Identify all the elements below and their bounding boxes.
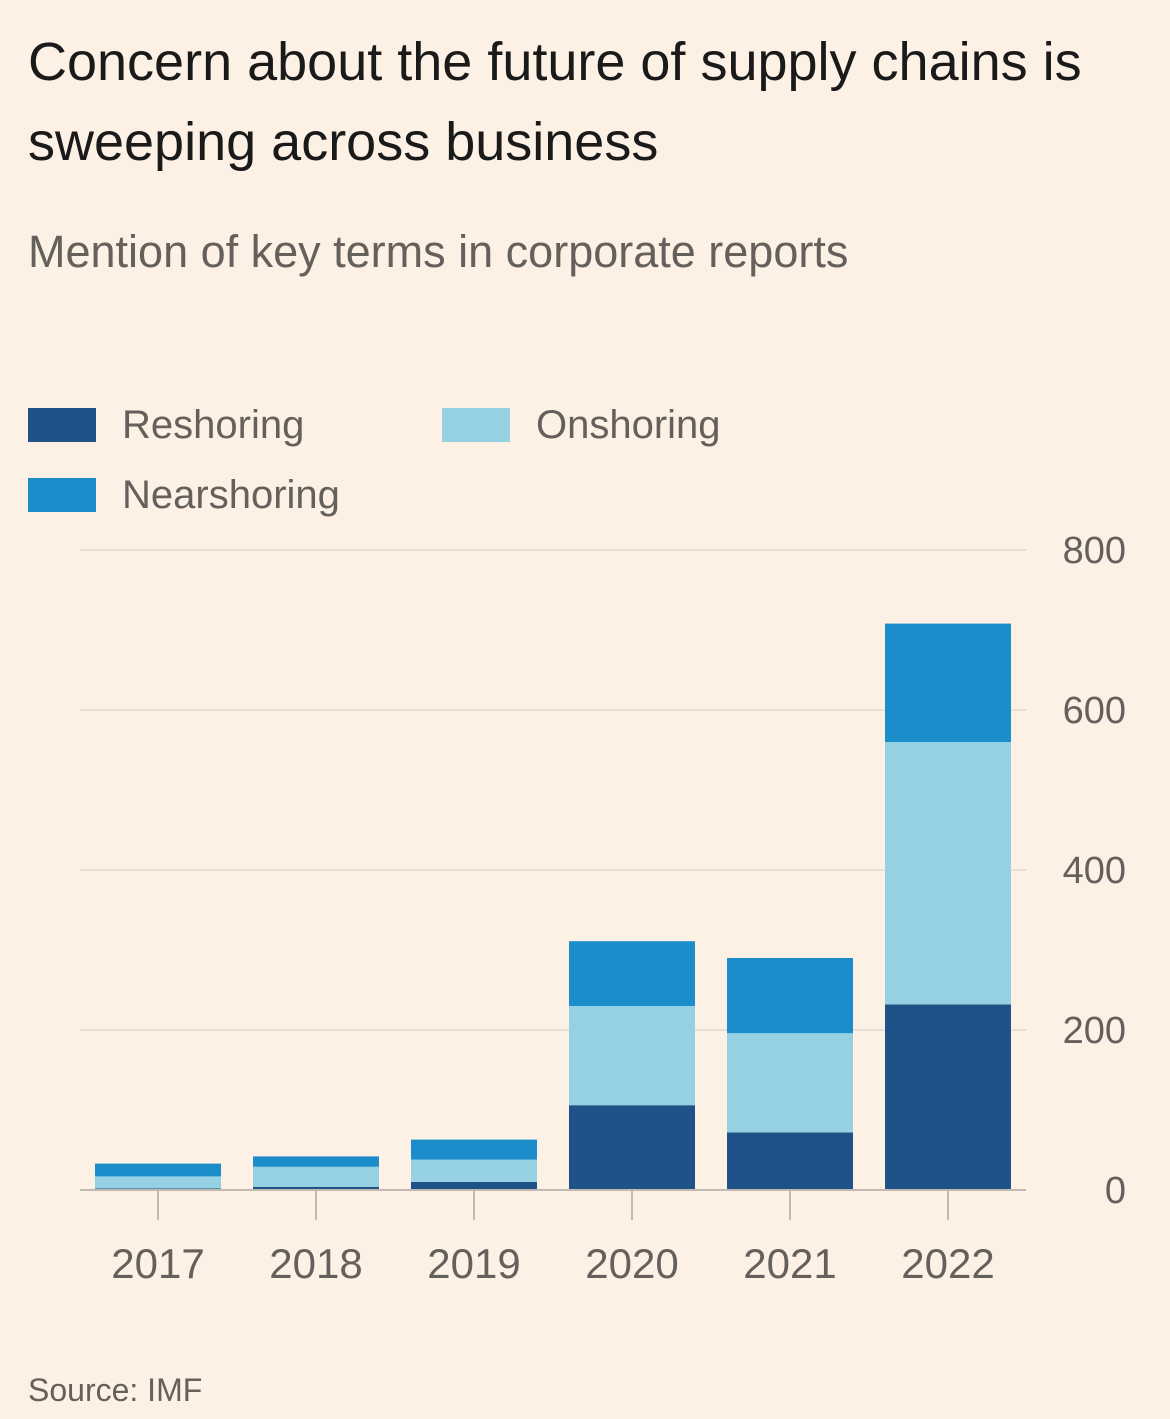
bar-2022-onshoring [885,742,1011,1005]
stacked-bar-chart: 0 200 400 600 800 2017 2018 2019 2020 2021 2022 [80,530,1126,1287]
chart-subtitle: Mention of key terms in corporate report… [28,226,849,277]
y-tick-label-600: 600 [1063,690,1126,732]
x-tick-label-2017: 2017 [111,1240,204,1287]
bar-2020-reshoring [569,1105,695,1190]
y-tick-label-400: 400 [1063,850,1126,892]
legend-swatch-nearshoring [28,478,96,512]
x-tick-label-2019: 2019 [427,1240,520,1287]
legend-item-nearshoring: Nearshoring [28,470,340,520]
bar-2021-nearshoring [727,958,853,1034]
bar-2018-onshoring [253,1166,379,1187]
bar-2017-onshoring [95,1176,221,1189]
legend-item-onshoring: Onshoring [442,400,721,450]
bar-2020-onshoring [569,1006,695,1106]
x-tick-label-2018: 2018 [269,1240,362,1287]
bar-2019-reshoring [411,1182,537,1190]
bar-2018-nearshoring [253,1156,379,1167]
bar-2019-nearshoring [411,1139,537,1160]
x-tick-label-2022: 2022 [901,1240,994,1287]
bar-2018-reshoring [253,1186,379,1190]
bar-2022-reshoring [885,1004,1011,1190]
legend-swatch-reshoring [28,408,96,442]
legend-label-reshoring: Reshoring [122,402,305,447]
bar-2022-nearshoring [885,623,1011,742]
x-tick-label-2020: 2020 [585,1240,678,1287]
x-tick-label-2021: 2021 [743,1240,836,1287]
legend-item-reshoring: Reshoring [28,400,304,450]
legend-swatch-onshoring [442,408,510,442]
bar-2017-nearshoring [95,1163,221,1177]
y-tick-label-800: 800 [1063,530,1126,572]
bar-2021-onshoring [727,1033,853,1133]
legend-label-nearshoring: Nearshoring [122,472,340,517]
bar-2019-onshoring [411,1159,537,1182]
bar-2020-nearshoring [569,941,695,1006]
legend-label-onshoring: Onshoring [536,402,721,447]
bar-2021-reshoring [727,1132,853,1190]
source-note: Source: IMF [28,1372,203,1408]
y-tick-label-0: 0 [1105,1170,1126,1212]
chart-title: Concern about the future of supply chain… [28,32,1082,172]
y-tick-label-200: 200 [1063,1010,1126,1052]
